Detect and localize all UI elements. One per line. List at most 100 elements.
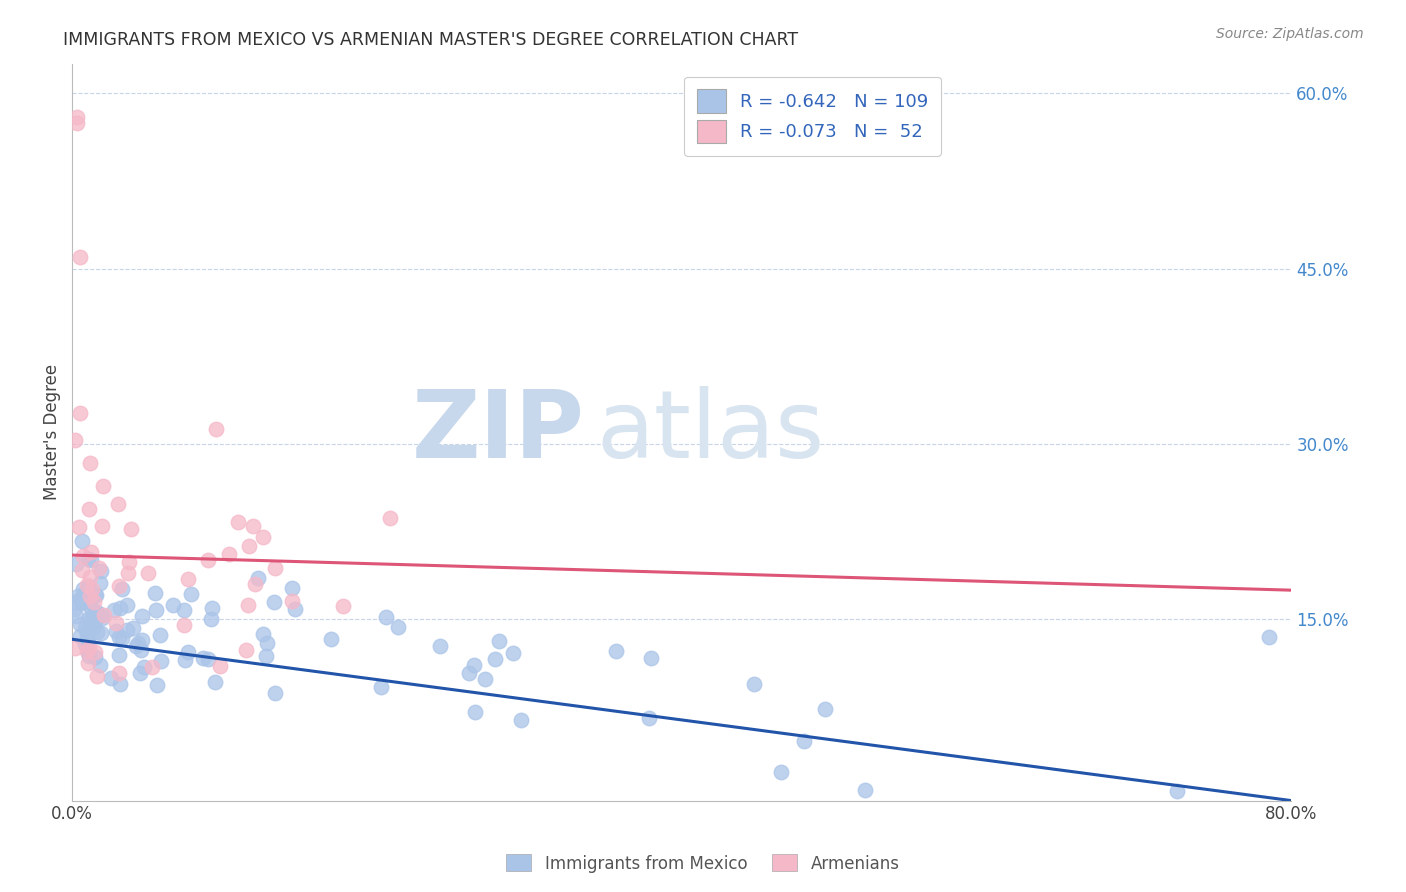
Point (77, 641, 100, 656)
Text: Source: ZipAtlas.com: Source: ZipAtlas.com (1216, 27, 1364, 41)
Point (63, 641, 86, 656)
Point (117, 623, 139, 637)
Point (204, 422, 226, 436)
Point (79, 589, 101, 603)
Point (173, 603, 195, 617)
Point (111, 582, 134, 596)
Point (91, 519, 114, 533)
Point (86, 588, 108, 602)
Point (243, 576, 266, 591)
Point (63, 601, 86, 615)
Point (65, 608, 87, 623)
Point (66, 110, 89, 124)
Point (226, 515, 249, 529)
Point (105, 615, 128, 630)
Point (509, 714, 531, 728)
Point (108, 579, 131, 593)
Point (65, 595, 87, 609)
Point (162, 598, 184, 612)
Point (83, 595, 105, 609)
Point (70, 533, 93, 548)
Point (117, 598, 139, 612)
Point (69, 629, 91, 643)
Point (76, 623, 98, 637)
Point (117, 566, 139, 581)
Point (281, 594, 304, 608)
Point (197, 652, 219, 666)
Point (853, 783, 876, 797)
Point (640, 651, 662, 665)
Point (104, 624, 127, 639)
Point (76, 644, 98, 658)
Point (83, 645, 105, 659)
Point (100, 671, 122, 685)
Point (131, 609, 153, 624)
Point (72, 582, 94, 597)
Point (246, 571, 269, 585)
Point (63, 433, 86, 447)
Point (200, 612, 222, 626)
Point (176, 645, 198, 659)
Point (264, 685, 287, 699)
Point (131, 632, 153, 647)
Point (744, 677, 766, 691)
Point (111, 631, 134, 645)
Point (236, 599, 259, 613)
Point (254, 648, 277, 663)
Point (80, 582, 103, 596)
Point (77, 551, 100, 566)
Point (235, 642, 257, 657)
Point (218, 547, 240, 561)
Point (79, 570, 101, 584)
Point (93, 607, 115, 622)
Point (264, 560, 287, 574)
Point (108, 631, 131, 645)
Point (256, 636, 278, 650)
Point (387, 620, 409, 634)
Point (90, 564, 112, 578)
Point (77, 502, 100, 516)
Point (79, 599, 101, 614)
Point (502, 646, 524, 660)
Point (474, 672, 496, 686)
Point (484, 652, 506, 666)
Point (180, 586, 202, 600)
Point (86, 625, 108, 640)
Point (145, 602, 167, 616)
Point (1166, 784, 1188, 798)
Point (457, 665, 479, 680)
Point (77, 631, 100, 645)
Text: IMMIGRANTS FROM MEXICO VS ARMENIAN MASTER'S DEGREE CORRELATION CHART: IMMIGRANTS FROM MEXICO VS ARMENIAN MASTE… (63, 31, 799, 49)
Point (79, 456, 101, 470)
Point (143, 586, 166, 600)
Point (132, 660, 155, 674)
Point (814, 701, 837, 715)
Point (145, 678, 167, 692)
Point (83, 650, 105, 665)
Point (378, 511, 401, 525)
Point (73, 637, 96, 651)
Point (82, 621, 104, 635)
Point (80, 545, 103, 559)
Point (76, 645, 98, 659)
Point (83, 587, 105, 601)
Point (429, 639, 451, 653)
Point (374, 610, 396, 624)
Point (89, 657, 111, 672)
Point (103, 603, 125, 617)
Point (332, 599, 354, 614)
Point (70, 563, 93, 577)
Point (70, 596, 93, 610)
Point (93, 479, 115, 493)
Point (463, 658, 485, 673)
Point (84, 612, 107, 626)
Point (82, 608, 104, 623)
Point (66, 115, 89, 129)
Point (80, 608, 103, 623)
Point (77, 656, 100, 670)
Point (76, 627, 98, 641)
Point (141, 659, 163, 673)
Point (107, 497, 129, 511)
Point (370, 680, 392, 694)
Point (464, 706, 486, 720)
